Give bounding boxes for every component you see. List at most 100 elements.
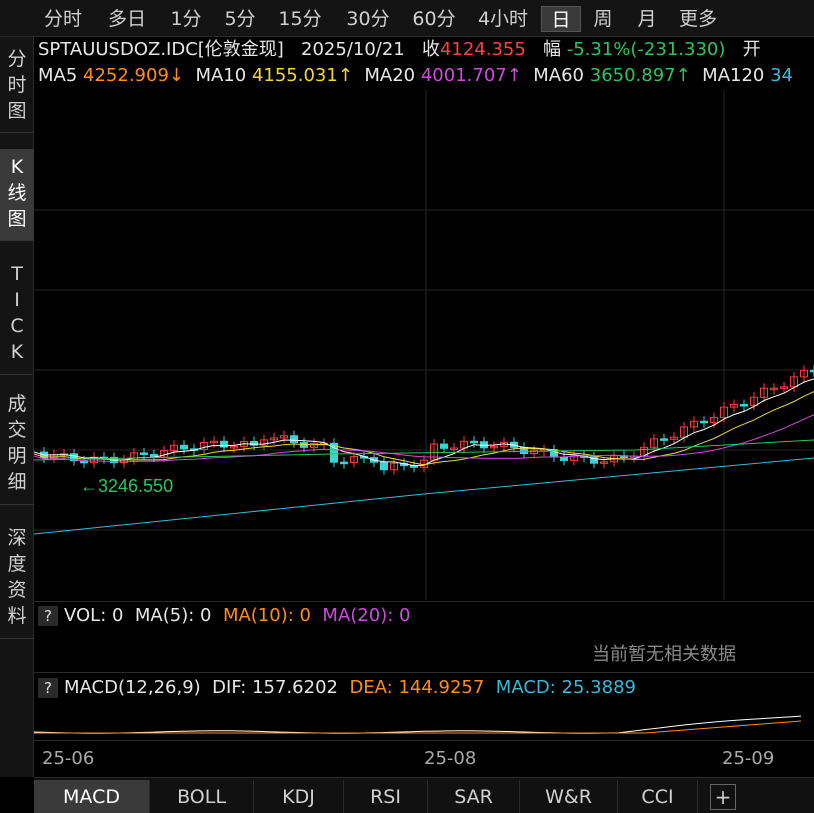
- tab-indicator-wr[interactable]: W&R: [520, 780, 618, 813]
- ma60-line: [34, 439, 814, 461]
- candle-body: [810, 369, 814, 373]
- ma5-label: MA5: [38, 65, 78, 86]
- close-label: 收: [421, 39, 440, 60]
- x-axis-divider: [34, 740, 814, 741]
- ma20-line: [34, 414, 814, 463]
- vol-ma10: MA(10): 0: [222, 605, 311, 626]
- macd-dea-line: [34, 720, 802, 734]
- tab-period-fenshi[interactable]: 分时: [43, 8, 82, 30]
- candle-body: [730, 404, 738, 408]
- tab-period-1min[interactable]: 1分: [170, 8, 202, 30]
- candle-body: [250, 440, 258, 446]
- candle-body: [670, 436, 678, 440]
- macd-help-button[interactable]: ?: [38, 678, 58, 698]
- vol-value: VOL: 0: [64, 605, 124, 626]
- sidebar-tab-tick[interactable]: T I C K: [0, 255, 34, 375]
- candle-body: [210, 440, 218, 444]
- candle-body: [780, 386, 788, 389]
- vol-ma20: MA(20): 0: [322, 605, 411, 626]
- candle-body: [290, 435, 298, 444]
- tab-period-5min[interactable]: 5分: [224, 8, 256, 30]
- candle-body: [140, 452, 148, 455]
- add-indicator-button[interactable]: +: [710, 784, 736, 810]
- period-tab-bar: 分时 多日 1分 5分 15分 30分 60分 4小时 日 周 月 更多: [0, 0, 814, 37]
- tab-indicator-macd[interactable]: MACD: [34, 780, 150, 813]
- ma-line: MA5 4252.909↓ MA10 4155.031↑ MA20 4001.7…: [38, 64, 814, 88]
- ma60-label: MA60: [533, 65, 585, 86]
- tab-indicator-boll[interactable]: BOLL: [150, 780, 254, 813]
- change-label: 幅: [543, 39, 561, 60]
- candle-body: [340, 461, 348, 465]
- sidebar-tab-depth-info[interactable]: 深 度 资 料: [0, 521, 34, 639]
- ma20-label: MA20: [364, 65, 416, 86]
- tab-period-60min[interactable]: 60分: [412, 8, 456, 30]
- vol-no-data-message: 当前暂无相关数据: [592, 644, 736, 665]
- chart-grid: [34, 90, 814, 600]
- macd-dif-line: [34, 715, 802, 734]
- candle-body: [380, 461, 388, 471]
- vol-ma5: MA(5): 0: [134, 605, 212, 626]
- candle-body: [390, 462, 398, 471]
- candle-body: [560, 456, 568, 461]
- change-value: -5.31%(-231.330): [566, 39, 726, 60]
- candle-body: [310, 442, 318, 448]
- ma5-value: 4252.909↓: [83, 65, 184, 86]
- sidebar-tab-trade-detail[interactable]: 成 交 明 细: [0, 387, 34, 505]
- vol-header: ? VOL: 0 MA(5): 0 MA(10): 0 MA(20): 0: [38, 604, 410, 628]
- ma60-value: 3650.897↑: [589, 65, 691, 86]
- candle-body: [280, 435, 288, 439]
- ma10-label: MA10: [195, 65, 247, 86]
- macd-title: MACD(12,26,9): [64, 677, 201, 698]
- candle-body: [720, 406, 728, 419]
- vol-help-button[interactable]: ?: [38, 606, 58, 626]
- candle-body: [450, 447, 458, 450]
- open-label: 开: [742, 39, 761, 60]
- tab-period-multiday[interactable]: 多日: [107, 8, 146, 30]
- candle-body: [790, 376, 798, 388]
- ma-line-group: [34, 378, 814, 535]
- tab-indicator-cci[interactable]: CCI: [618, 780, 698, 813]
- tab-period-4hour[interactable]: 4小时: [477, 8, 529, 30]
- x-axis-label-aug: 25-08: [424, 748, 477, 769]
- tab-period-15min[interactable]: 15分: [278, 8, 322, 30]
- ma120-label: MA120: [702, 65, 765, 86]
- ma10-value: 4155.031↑: [251, 65, 353, 86]
- kline-chart[interactable]: ←3246.550: [34, 90, 814, 600]
- x-axis-label-jun: 25-06: [42, 748, 95, 769]
- quote-date: 2025/10/21: [301, 39, 405, 60]
- indicator-tab-bar: MACD BOLL KDJ RSI SAR W&R CCI +: [34, 777, 814, 813]
- candle-body: [330, 442, 338, 463]
- candle-body: [700, 420, 708, 424]
- tab-period-week[interactable]: 周: [593, 8, 613, 30]
- x-axis-label-sep: 25-09: [722, 748, 775, 769]
- tab-period-month[interactable]: 月: [637, 8, 657, 30]
- candle-body: [90, 456, 98, 464]
- tab-indicator-rsi[interactable]: RSI: [344, 780, 428, 813]
- tab-period-day[interactable]: 日: [541, 6, 581, 32]
- quote-line: SPTAUUSDOZ.IDC[伦敦金现] 2025/10/21 收4124.35…: [38, 38, 814, 62]
- candle-body: [530, 450, 538, 455]
- tab-period-30min[interactable]: 30分: [346, 8, 390, 30]
- tab-indicator-kdj[interactable]: KDJ: [254, 780, 344, 813]
- sidebar-tab-kline[interactable]: K 线 图: [0, 149, 34, 241]
- candle-body: [660, 438, 668, 441]
- candle-body: [800, 369, 808, 378]
- candle-body: [440, 443, 448, 449]
- tab-period-more[interactable]: 更多: [678, 8, 717, 30]
- macd-panel-top-divider: [34, 672, 814, 673]
- candle-body: [680, 426, 688, 438]
- tab-indicator-sar[interactable]: SAR: [428, 780, 520, 813]
- candle-body: [590, 456, 598, 464]
- macd-dif: DIF: 157.6202: [212, 677, 338, 698]
- ma20-value: 4001.707↑: [420, 65, 522, 86]
- sidebar-tab-timeshare[interactable]: 分 时 图: [0, 41, 34, 133]
- ma120-value: 34: [770, 65, 794, 86]
- ma5-line: [34, 378, 814, 467]
- candle-body: [220, 440, 228, 448]
- candle-body: [200, 441, 208, 450]
- candle-body: [230, 445, 238, 449]
- vol-panel-top-divider: [34, 601, 814, 602]
- candle-body: [770, 387, 778, 391]
- symbol-name: SPTAUUSDOZ.IDC[伦敦金现]: [38, 39, 284, 60]
- macd-chart[interactable]: [34, 702, 814, 742]
